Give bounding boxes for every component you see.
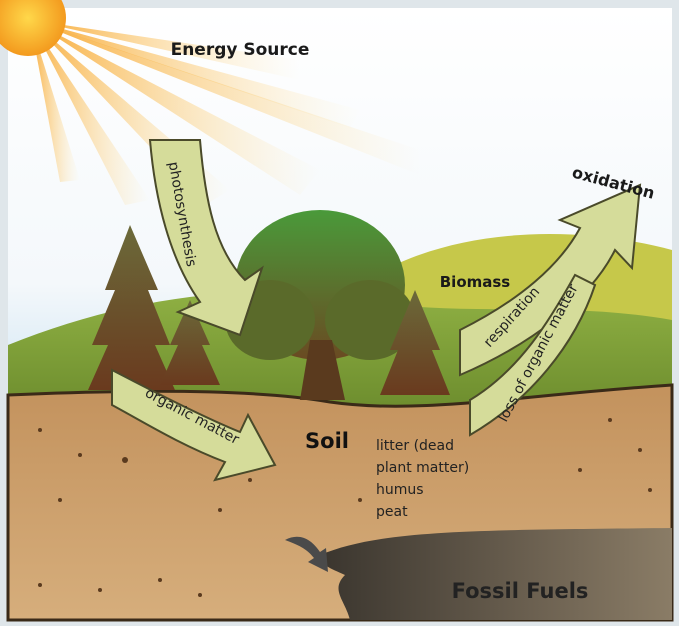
biomass-label: Biomass [440,273,511,291]
soil-content: litter (dead [376,438,454,454]
soil-content: humus [376,482,424,498]
page: {"nodes": [ {"label": "Energy Source"}, … [0,0,679,626]
fossil-fuel-deposit [320,528,672,620]
energy-source-label: Energy Source [171,40,310,60]
fossil-fuels-label: Fossil Fuels [452,579,589,603]
diagram: Energy Source oxidation Biomass Soil Fos… [0,0,679,626]
soil-content: peat [376,504,408,520]
soil-content: plant matter) [376,460,469,476]
soil-label: Soil [305,429,349,453]
